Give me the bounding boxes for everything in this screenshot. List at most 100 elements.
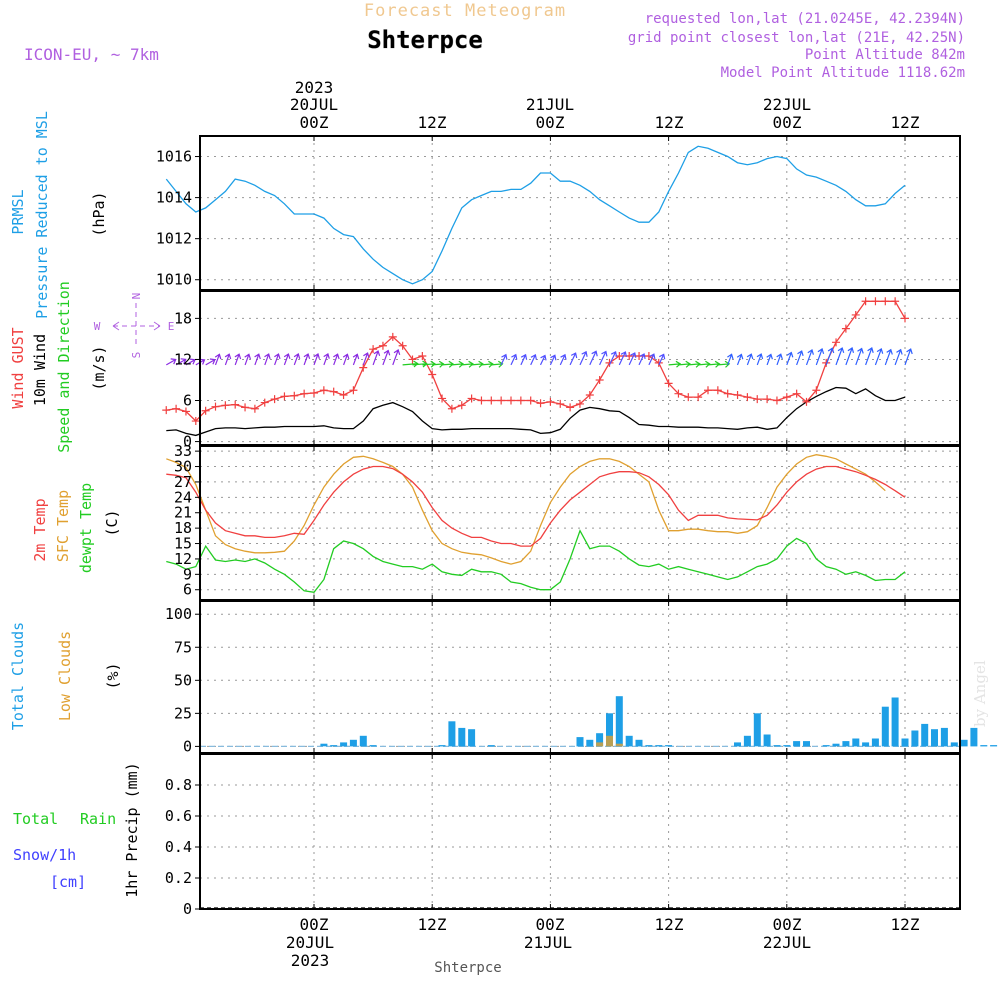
wind-direction-arrow — [698, 360, 711, 368]
total-cloud-bar — [862, 742, 870, 747]
pressure-labels: PRMSL Pressure Reduced to MSL (hPa) — [9, 111, 108, 319]
wind-direction-arrow — [658, 353, 666, 366]
y-tick-label-temp: 33 — [174, 442, 192, 460]
y-tick-label-temp: 12 — [174, 550, 192, 568]
precip-labels: Total Rain Snow/1h [cm] 1hr Precip (mm) — [13, 762, 141, 897]
bottom-tick-5: 12Z — [891, 915, 920, 934]
y-tick-label-precip: 0 — [183, 900, 192, 918]
low-cloud-bar — [615, 743, 623, 747]
wind-direction-arrow — [678, 360, 691, 368]
total-cloud-bar — [803, 741, 810, 747]
top-tick-5: 12Z — [891, 113, 920, 132]
gust-marker — [457, 401, 466, 410]
wind-direction-arrow — [244, 353, 251, 366]
gust-marker — [181, 407, 190, 416]
top-tick-4: 00Z — [773, 113, 802, 132]
location-title: Shterpce — [367, 26, 483, 54]
gust-marker — [329, 387, 338, 396]
temp-label-sfc: SFC Temp — [54, 490, 72, 562]
temp-unit: (C) — [103, 509, 121, 536]
total-cloud-bar — [734, 742, 741, 747]
gust-marker — [753, 395, 762, 404]
footer-location: Shterpce — [434, 960, 501, 976]
total-cloud-bar — [330, 745, 338, 747]
bottom-date-21jul: 21JUL — [524, 933, 572, 952]
y-tick-label-pressure: 1010 — [156, 271, 192, 289]
wind-direction-arrow — [451, 360, 464, 368]
wind-direction-arrow — [254, 353, 261, 366]
wind-direction-arrow — [510, 353, 518, 366]
wind-direction-arrow — [756, 353, 764, 366]
gust-marker — [575, 399, 584, 408]
low-cloud-bar — [606, 735, 613, 747]
total-cloud-bar — [783, 745, 791, 747]
total-cloud-bar — [596, 733, 604, 747]
wind-direction-arrow — [569, 352, 578, 366]
wind-direction-arrow — [618, 351, 627, 366]
wind-direction-arrow — [638, 353, 646, 366]
total-cloud-bar — [743, 735, 751, 747]
dewpt-temp-line — [166, 529, 906, 593]
gust-marker — [369, 345, 378, 354]
total-cloud-bar — [832, 743, 840, 747]
y-tick-label-precip: 0.4 — [165, 838, 192, 856]
wind-direction-arrow — [412, 360, 428, 368]
wind-direction-arrow — [776, 353, 783, 366]
total-cloud-bar — [655, 745, 663, 747]
gust-marker — [713, 386, 722, 395]
gust-marker — [556, 399, 565, 408]
point-altitude: Point Altitude 842m — [805, 47, 965, 63]
wind-direction-arrow — [323, 352, 330, 366]
gust-marker — [733, 391, 742, 400]
wind-direction-arrow — [865, 347, 874, 366]
precip-label-snow: Snow/1h — [13, 846, 76, 864]
y-tick-label-clouds: 50 — [174, 671, 192, 689]
wind-direction-arrow — [668, 360, 682, 368]
gust-marker — [723, 389, 732, 398]
wind-direction-arrow — [845, 347, 855, 366]
gust-marker — [349, 386, 358, 395]
gust-marker — [211, 402, 220, 411]
gust-marker — [162, 406, 171, 415]
gust-marker — [694, 393, 703, 402]
total-cloud-bar — [468, 729, 476, 747]
gust-marker — [418, 352, 427, 361]
y-tick-label-wind: 0 — [183, 433, 192, 451]
wind-direction-arrow — [481, 360, 494, 368]
total-cloud-bar — [763, 734, 771, 747]
wind-direction-arrow — [579, 350, 588, 366]
wind-direction-arrow — [422, 360, 436, 368]
gust-marker — [378, 341, 387, 350]
gust-marker — [231, 400, 240, 409]
gust-marker — [812, 386, 821, 395]
total-cloud-bar — [369, 745, 377, 747]
product-title: Forecast Meteogram — [364, 1, 566, 21]
wind-direction-arrow — [264, 353, 271, 366]
wind-direction-arrow — [362, 352, 370, 366]
gust-marker — [891, 297, 900, 306]
y-tick-label-temp: 21 — [174, 504, 192, 522]
total-cloud-bar — [950, 742, 958, 747]
wind-direction-arrow — [599, 350, 608, 366]
wind-direction-arrow — [441, 360, 454, 368]
wind-direction-arrow — [224, 353, 232, 366]
gust-marker — [408, 355, 417, 364]
sfc-temp-line — [166, 454, 886, 565]
gust-marker — [684, 393, 693, 402]
gust-marker — [191, 417, 200, 426]
y-tick-label-temp: 15 — [174, 535, 192, 553]
wind-direction-arrow — [766, 353, 773, 366]
y-tick-label-wind: 12 — [174, 350, 192, 368]
top-tick-2: 00Z — [536, 113, 565, 132]
temp-label-2m: 2m Temp — [31, 498, 49, 561]
gust-marker — [300, 389, 309, 398]
model-label: ICON-EU, ~ 7km — [24, 45, 159, 64]
y-tick-label-pressure: 1014 — [156, 189, 192, 207]
gust-marker — [290, 391, 299, 400]
wind-direction-arrow — [727, 353, 734, 366]
gust-marker — [221, 401, 230, 410]
total-cloud-bar — [901, 738, 909, 747]
wind-direction-arrow — [904, 348, 913, 366]
gust-marker — [270, 395, 279, 404]
